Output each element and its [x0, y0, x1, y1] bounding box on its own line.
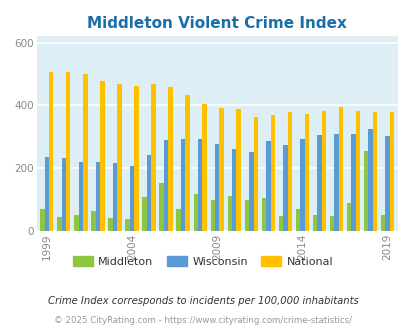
Bar: [384, 136, 389, 231]
Bar: [346, 203, 350, 231]
Bar: [227, 196, 232, 231]
Bar: [83, 74, 87, 231]
Bar: [117, 84, 121, 231]
Bar: [355, 111, 359, 231]
Bar: [134, 85, 138, 231]
Bar: [363, 151, 367, 231]
Bar: [333, 134, 338, 231]
Bar: [329, 216, 333, 231]
Bar: [316, 135, 321, 231]
Title: Middleton Violent Crime Index: Middleton Violent Crime Index: [87, 16, 346, 31]
Bar: [372, 112, 376, 231]
Bar: [74, 215, 79, 231]
Bar: [79, 162, 83, 231]
Bar: [113, 163, 117, 231]
Bar: [130, 166, 134, 231]
Bar: [219, 108, 223, 231]
Bar: [282, 145, 287, 231]
Bar: [193, 194, 198, 231]
Bar: [236, 110, 240, 231]
Bar: [253, 117, 257, 231]
Bar: [202, 104, 206, 231]
Bar: [147, 155, 151, 231]
Bar: [45, 156, 49, 231]
Bar: [176, 209, 181, 231]
Bar: [304, 114, 308, 231]
Bar: [244, 200, 249, 231]
Bar: [142, 197, 147, 231]
Bar: [159, 183, 164, 231]
Bar: [181, 139, 185, 231]
Bar: [261, 198, 265, 231]
Bar: [66, 72, 70, 231]
Bar: [270, 115, 274, 231]
Bar: [367, 129, 372, 231]
Bar: [185, 95, 189, 231]
Bar: [57, 217, 62, 231]
Bar: [125, 219, 130, 231]
Bar: [338, 107, 342, 231]
Bar: [278, 216, 282, 231]
Bar: [100, 81, 104, 231]
Bar: [164, 140, 168, 231]
Text: Crime Index corresponds to incidents per 100,000 inhabitants: Crime Index corresponds to incidents per…: [47, 296, 358, 306]
Bar: [312, 215, 316, 231]
Bar: [249, 152, 253, 231]
Bar: [265, 141, 270, 231]
Bar: [49, 72, 53, 231]
Bar: [299, 139, 304, 231]
Legend: Middleton, Wisconsin, National: Middleton, Wisconsin, National: [68, 252, 337, 272]
Bar: [91, 211, 96, 231]
Bar: [96, 162, 100, 231]
Bar: [295, 209, 299, 231]
Bar: [210, 200, 215, 231]
Bar: [62, 158, 66, 231]
Bar: [168, 86, 172, 231]
Bar: [380, 215, 384, 231]
Bar: [108, 218, 113, 231]
Bar: [151, 84, 155, 231]
Bar: [198, 139, 202, 231]
Bar: [389, 112, 393, 231]
Text: © 2025 CityRating.com - https://www.cityrating.com/crime-statistics/: © 2025 CityRating.com - https://www.city…: [54, 316, 351, 325]
Bar: [287, 112, 291, 231]
Bar: [40, 209, 45, 231]
Bar: [215, 144, 219, 231]
Bar: [321, 111, 325, 231]
Bar: [232, 149, 236, 231]
Bar: [350, 134, 355, 231]
